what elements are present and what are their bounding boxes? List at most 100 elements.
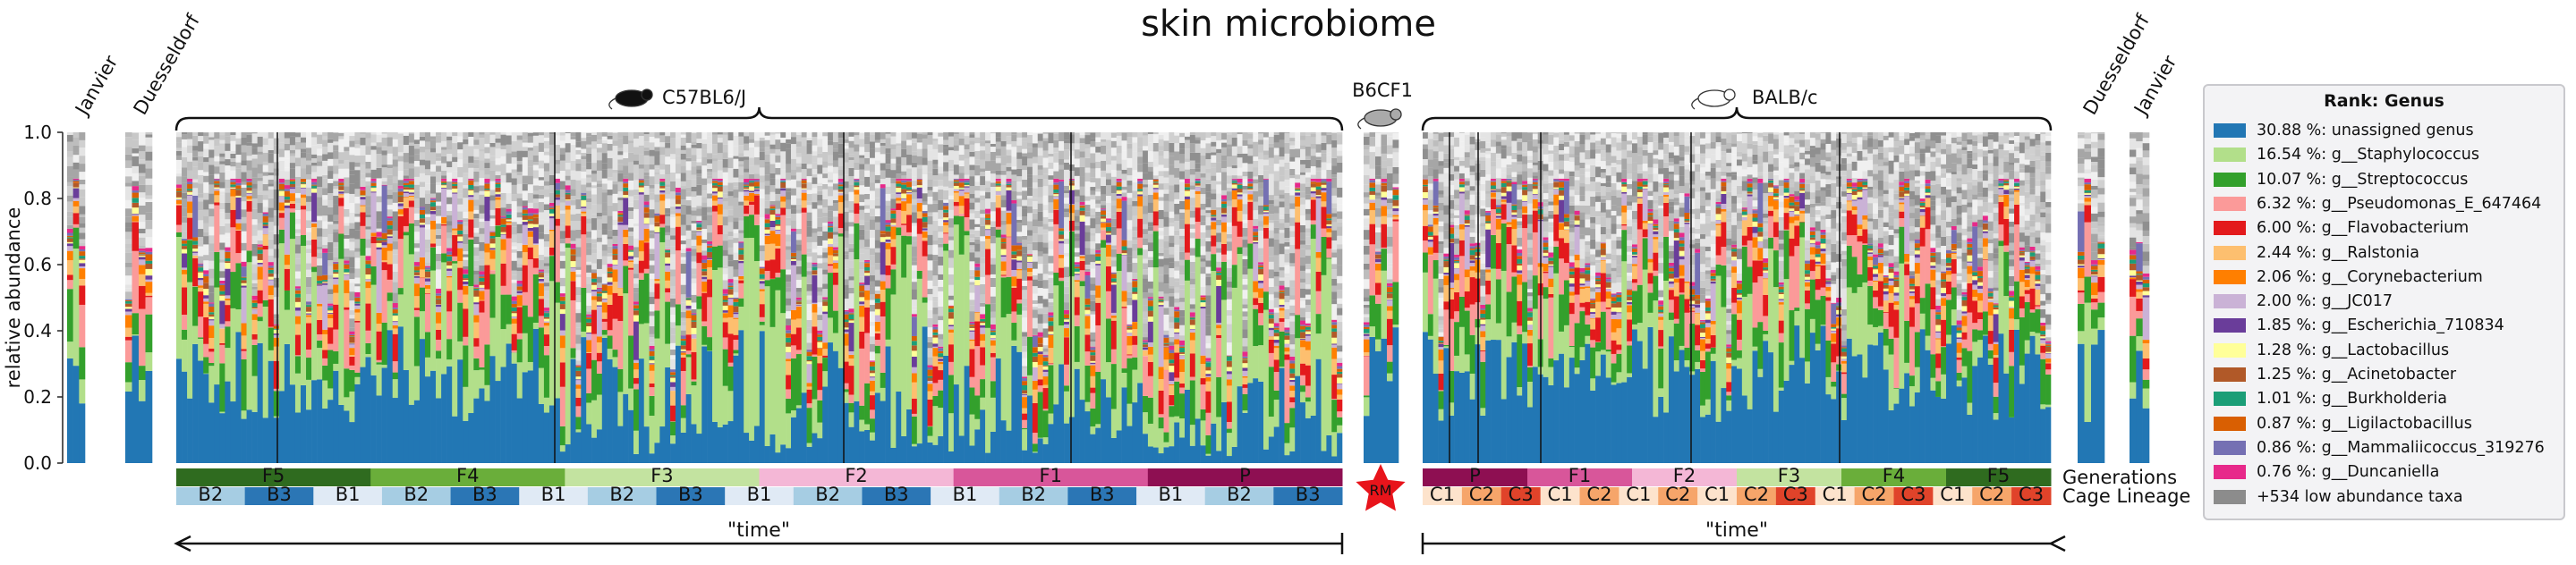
bar-segment: [691, 230, 697, 234]
bar-segment: [387, 146, 394, 154]
bar-segment: [145, 160, 153, 169]
bar-segment: [828, 247, 834, 256]
bar-segment: [738, 241, 744, 243]
bar-segment: [349, 140, 355, 148]
bar-segment: [795, 166, 803, 173]
bar-segment: [436, 135, 442, 143]
bar-segment: [628, 140, 634, 144]
bar-segment: [744, 172, 750, 179]
bar-segment: [225, 232, 231, 238]
bar-segment: [473, 287, 480, 289]
bar-segment: [145, 263, 153, 269]
bar-segment: [922, 231, 928, 238]
bar-segment: [452, 192, 458, 194]
bar-segment: [596, 342, 603, 353]
bar-segment: [822, 269, 829, 274]
bar-segment: [452, 162, 458, 172]
bar-segment: [354, 148, 361, 156]
bar-segment: [633, 274, 640, 279]
bar-segment: [376, 178, 382, 187]
bar-segment: [654, 164, 660, 169]
bar-segment: [775, 200, 781, 209]
bar-segment: [633, 287, 640, 293]
bar-segment: [182, 223, 188, 232]
bar-segment: [812, 219, 818, 229]
bar-segment: [72, 138, 80, 146]
bar-segment: [607, 267, 613, 272]
bar-segment: [376, 395, 382, 463]
bar-segment: [764, 271, 770, 281]
bar-segment: [294, 176, 302, 187]
bar-segment: [198, 338, 204, 361]
bar-segment: [559, 140, 566, 148]
bar-segment: [246, 156, 252, 161]
bar-segment: [268, 153, 275, 164]
bar-segment: [901, 201, 907, 211]
bar-segment: [581, 207, 587, 208]
bar-segment: [607, 271, 613, 274]
bar-segment: [392, 292, 399, 304]
bar-segment: [817, 173, 823, 183]
bar-segment: [441, 175, 447, 179]
bar-segment: [575, 163, 582, 172]
bar-segment: [586, 231, 592, 238]
bar-segment: [801, 183, 807, 189]
bar-segment: [896, 209, 902, 228]
bar-segment: [300, 133, 307, 138]
bar-segment: [527, 192, 534, 203]
bar-segment: [72, 188, 80, 198]
bar-segment: [753, 190, 761, 195]
bar-segment: [262, 152, 269, 162]
bar-segment: [885, 148, 891, 154]
bar-segment: [338, 148, 344, 153]
bar-segment: [733, 242, 739, 253]
bar-segment: [822, 300, 829, 302]
bar-segment: [717, 245, 724, 268]
bar-segment: [333, 132, 339, 133]
bar-segment: [969, 445, 975, 463]
bar-segment: [680, 349, 686, 352]
bar-segment: [230, 184, 236, 187]
bar-segment: [786, 346, 792, 353]
bar-segment: [436, 261, 442, 270]
bar-segment: [922, 164, 928, 174]
bar-segment: [132, 215, 140, 222]
bar-segment: [654, 194, 660, 203]
bar-segment: [555, 282, 561, 303]
bar-segment: [225, 242, 231, 248]
bar-segment: [403, 232, 410, 236]
bar-segment: [327, 178, 334, 183]
bar-segment: [701, 229, 708, 240]
bar-segment: [511, 246, 517, 250]
bar-segment: [822, 146, 829, 153]
bar-segment: [132, 173, 140, 181]
bar-segment: [430, 171, 437, 177]
bar-segment: [870, 311, 876, 322]
bar-segment: [251, 344, 258, 376]
bar-segment: [182, 287, 188, 316]
bar-segment: [257, 177, 263, 181]
bar-segment: [125, 232, 132, 240]
bar-segment: [843, 200, 849, 208]
bar-segment: [927, 426, 933, 436]
bar-segment: [938, 173, 944, 181]
bar-segment: [607, 264, 613, 267]
bar-segment: [392, 372, 399, 380]
bar-segment: [495, 199, 501, 208]
bar-segment: [759, 325, 765, 332]
bar-segment: [403, 191, 410, 193]
bar-segment: [452, 416, 458, 463]
bar-segment: [691, 424, 697, 463]
bar-segment: [848, 201, 854, 210]
bar-segment: [441, 223, 447, 224]
bar-segment: [182, 329, 188, 340]
bar-segment: [246, 200, 252, 212]
bar-segment: [463, 188, 469, 198]
bar-segment: [430, 247, 437, 271]
bar-segment: [294, 297, 302, 302]
bar-segment: [601, 318, 608, 322]
bar-segment: [403, 132, 410, 136]
bar-segment: [828, 217, 834, 222]
bar-segment: [744, 159, 750, 169]
bar-segment: [795, 306, 803, 319]
